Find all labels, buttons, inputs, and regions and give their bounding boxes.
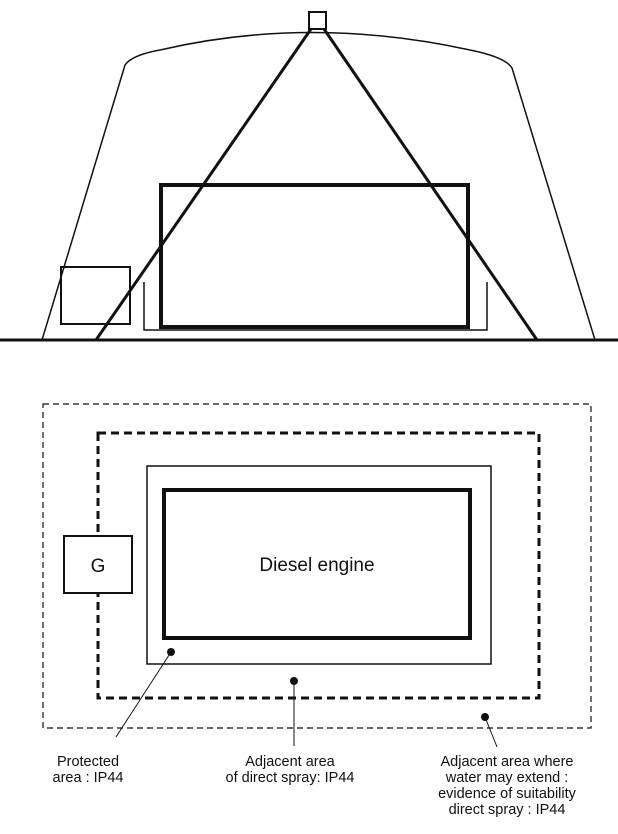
engine-elevation (159, 183, 470, 329)
engine-label: Diesel engine (259, 555, 374, 576)
protected-area-leader (115, 651, 172, 738)
spray-nozzle (308, 11, 327, 30)
caption-protected-line-1: Protected (57, 754, 119, 770)
extended-water-area-boundary (42, 403, 592, 729)
generator-elevation (60, 266, 131, 325)
elevation-view (0, 11, 618, 342)
generator-plan (63, 535, 133, 594)
caption-direct-spray-area: Adjacent area of direct spray: IP44 (226, 754, 355, 786)
protected-area-boundary (146, 465, 492, 665)
caption-direct-line-2: of direct spray: IP44 (226, 770, 355, 786)
caption-protected-line-2: area : IP44 (53, 770, 124, 786)
spray-envelope-outline (41, 31, 596, 341)
plan-view (42, 403, 592, 748)
caption-protected-area: Protected area : IP44 (53, 754, 124, 786)
caption-extended-line-1: Adjacent area where (441, 754, 574, 770)
caption-extended-line-4: direct spray : IP44 (449, 802, 566, 818)
extended-area-leader (484, 716, 498, 748)
generator-label: G (91, 556, 106, 577)
caption-direct-line-1: Adjacent area (245, 754, 335, 770)
engine-plan (162, 488, 472, 640)
caption-extended-line-2: water may extend : (445, 770, 569, 786)
caption-extended-line-3: evidence of suitability (438, 786, 577, 802)
drip-tray (143, 282, 488, 331)
caption-extended-area: Adjacent area where water may extend : e… (438, 754, 577, 818)
